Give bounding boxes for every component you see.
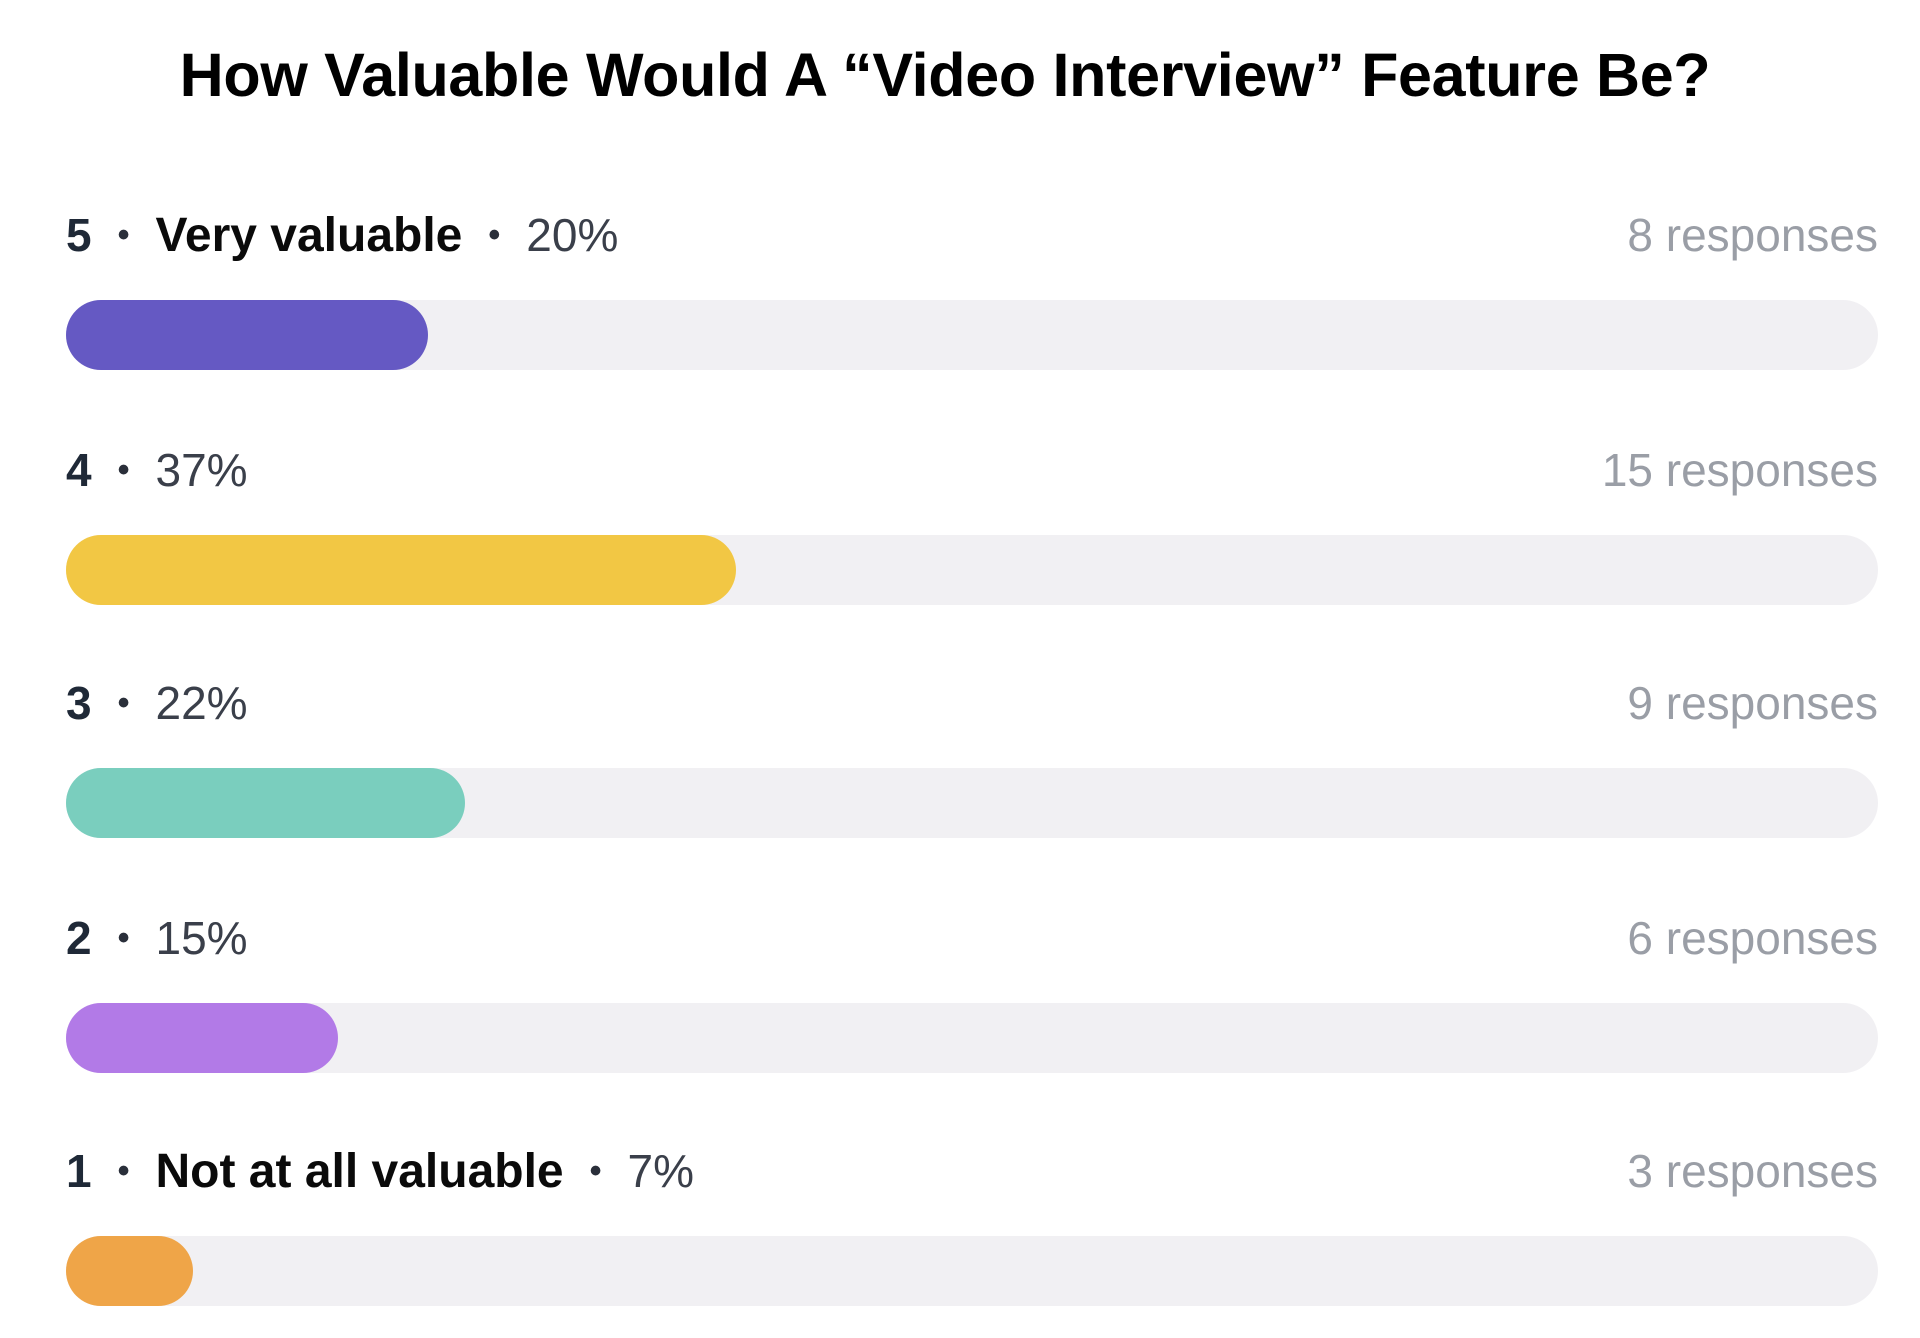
bar-track — [66, 1236, 1878, 1306]
bar-row-1: 1 • Not at all valuable • 7% 3 responses — [66, 1136, 1878, 1316]
bar-row-3: 3 • 22% 9 responses — [66, 668, 1878, 848]
separator-dot: • — [117, 918, 130, 957]
bar-row-4: 4 • 37% 15 responses — [66, 435, 1878, 615]
separator-dot: • — [117, 450, 130, 489]
percent-label: 15% — [155, 912, 248, 964]
responses-count: 8 responses — [1627, 209, 1878, 261]
bar-fill — [66, 1236, 193, 1306]
rating-label: 2 — [66, 912, 92, 964]
row-header: 3 • 22% 9 responses — [66, 668, 1878, 738]
rating-label: 4 — [66, 444, 92, 496]
separator-dot: • — [488, 215, 501, 254]
percent-label: 20% — [526, 209, 619, 261]
rating-label: 5 — [66, 209, 92, 261]
bar-row-2: 2 • 15% 6 responses — [66, 903, 1878, 1083]
row-header: 1 • Not at all valuable • 7% 3 responses — [66, 1136, 1878, 1206]
responses-count: 15 responses — [1601, 444, 1878, 496]
bar-row-5: 5 • Very valuable • 20% 8 responses — [66, 200, 1878, 380]
percent-label: 7% — [627, 1145, 695, 1197]
separator-dot: • — [117, 1151, 130, 1190]
percent-label: 22% — [155, 677, 248, 729]
row-header: 2 • 15% 6 responses — [66, 903, 1878, 973]
chart-title: How Valuable Would A “Video Interview” F… — [179, 41, 1711, 109]
responses-count: 6 responses — [1627, 912, 1878, 964]
row-header: 4 • 37% 15 responses — [66, 435, 1878, 505]
bar-fill — [66, 300, 429, 370]
separator-dot: • — [117, 683, 130, 722]
bar-track — [66, 1003, 1878, 1073]
bar-track — [66, 300, 1878, 370]
bar-track — [66, 768, 1878, 838]
responses-count: 9 responses — [1627, 677, 1878, 729]
category-label: Not at all valuable — [155, 1145, 564, 1198]
bar-fill — [66, 535, 737, 605]
rating-label: 1 — [66, 1145, 92, 1197]
rating-label: 3 — [66, 677, 92, 729]
bar-fill — [66, 1003, 338, 1073]
percent-label: 37% — [155, 444, 248, 496]
separator-dot: • — [117, 215, 130, 254]
separator-dot: • — [589, 1151, 602, 1190]
bar-fill — [66, 768, 465, 838]
responses-count: 3 responses — [1627, 1145, 1878, 1197]
category-label: Very valuable — [155, 209, 463, 262]
row-header: 5 • Very valuable • 20% 8 responses — [66, 200, 1878, 270]
bar-track — [66, 535, 1878, 605]
